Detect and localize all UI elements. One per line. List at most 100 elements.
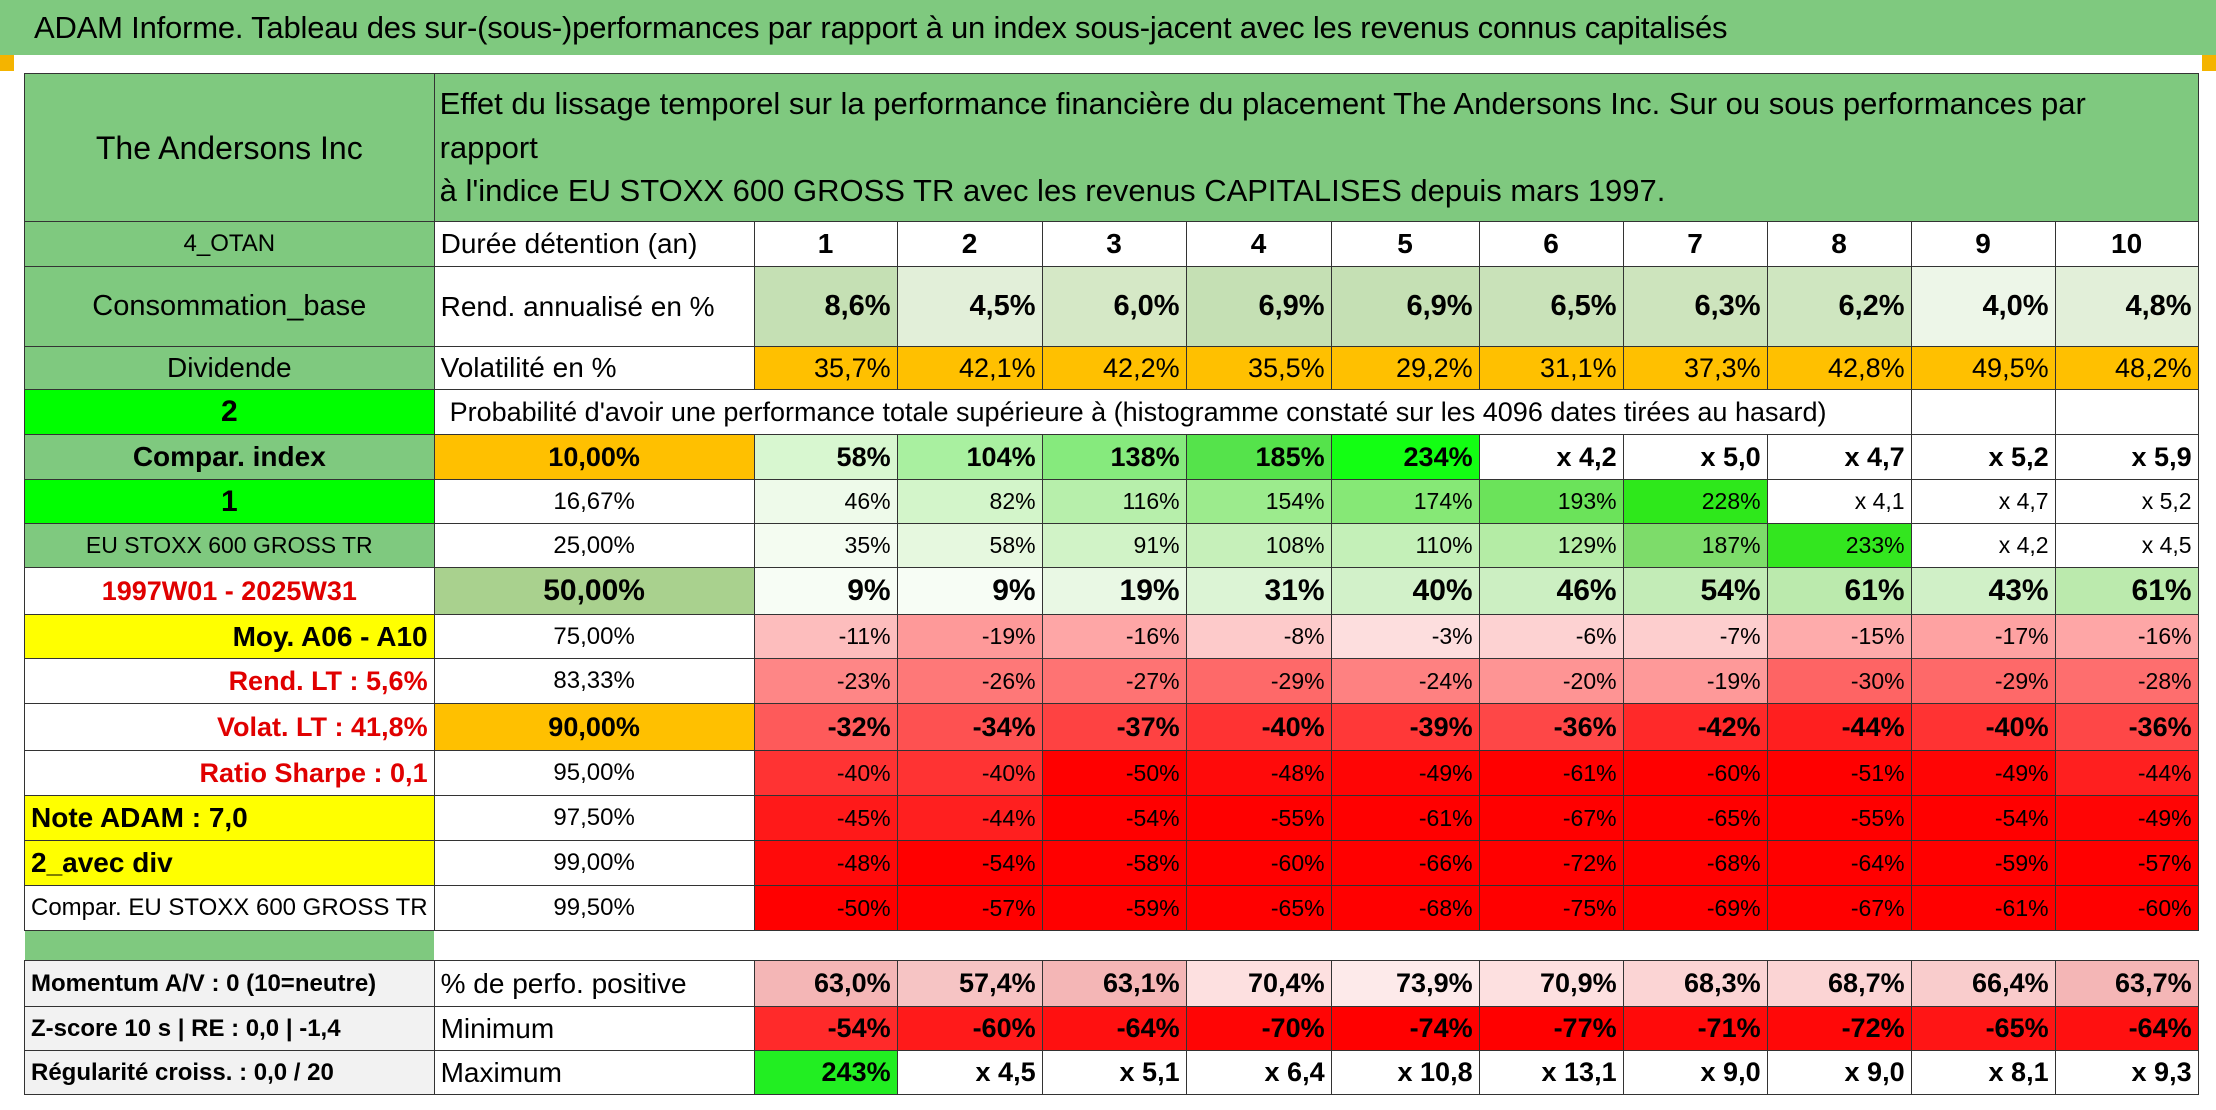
note-adam-cell: Note ADAM : 7,0 (24, 795, 435, 841)
probability-value: -28% (2054, 658, 2199, 704)
sharpe-cell: Ratio Sharpe : 0,1 (24, 750, 435, 796)
positive-value: 68,7% (1766, 960, 1912, 1007)
probability-value: -29% (1910, 658, 2056, 704)
volat-value: 35,7% (753, 346, 898, 390)
probability-value: x 4,7 (1766, 434, 1912, 480)
rend-value: 4,0% (1910, 266, 2056, 347)
probability-row: 1 16,67% 46% 82% 116% 154% 174% 193% 228% x 4,1 x … (24, 479, 2199, 524)
rend-value: 6,9% (1330, 266, 1480, 347)
performance-table: The Andersons Inc Effet du lissage tempo… (24, 73, 2199, 1095)
company-name: The Andersons Inc (24, 73, 435, 222)
rend-value: 6,3% (1622, 266, 1768, 347)
probability-threshold: 99,00% (433, 840, 755, 886)
positive-value: 66,4% (1910, 960, 2056, 1007)
probability-value: 174% (1330, 479, 1480, 524)
probability-value: -68% (1330, 885, 1480, 931)
minimum-value: -64% (1041, 1006, 1187, 1051)
rend-value: 6,9% (1185, 266, 1332, 347)
positive-value: 63,0% (753, 960, 898, 1007)
probability-value: -36% (1478, 703, 1624, 751)
probability-value: -3% (1330, 614, 1480, 659)
probability-value: 61% (1766, 567, 1912, 615)
probability-value: -40% (1185, 703, 1332, 751)
probability-value: x 4,5 (2054, 523, 2199, 568)
zscore-cell: Z-score 10 s | RE : 0,0 | -1,4 (24, 1006, 435, 1051)
probability-value: -32% (753, 703, 898, 751)
probability-value: -27% (1041, 658, 1187, 704)
avec-div-cell: 2_avec div (24, 840, 435, 886)
probability-value: -58% (1041, 840, 1187, 886)
probability-value: 46% (753, 479, 898, 524)
volat-value: 42,8% (1766, 346, 1912, 390)
year-header: 9 (1910, 221, 2056, 267)
rend-value: 4,8% (2054, 266, 2199, 347)
summary-row-minimum: Z-score 10 s | RE : 0,0 | -1,4 Minimum -54… (24, 1006, 2199, 1051)
positive-label: % de perfo. positive (433, 960, 755, 1007)
probability-value: 185% (1185, 434, 1332, 480)
probability-value: 35% (753, 523, 898, 568)
minimum-value: -74% (1330, 1006, 1480, 1051)
probability-threshold: 99,50% (433, 885, 755, 931)
probability-value: -55% (1185, 795, 1332, 841)
probability-value: -40% (896, 750, 1043, 796)
probability-row: EU STOXX 600 GROSS TR 25,00% 35% 58% 91% 108%… (24, 523, 2199, 568)
probability-value: -20% (1478, 658, 1624, 704)
probability-value: -45% (753, 795, 898, 841)
probability-value: 82% (896, 479, 1043, 524)
probability-row: Compar. index 10,00% 58% 104% 138% 185% 234% x … (24, 434, 2199, 480)
probability-row: 2_avec div 99,00% -48% -54% -58% -60% -66% -72%… (24, 840, 2199, 886)
summary-row-positive: Momentum A/V : 0 (10=neutre)% de perfo. … (24, 960, 2199, 1007)
maximum-value: x 8,1 (1910, 1050, 2056, 1095)
probability-value: -40% (753, 750, 898, 796)
probability-row: Moy. A06 - A10 75,00% -11% -19% -16% -8% -3% -6… (24, 614, 2199, 659)
probability-value: 154% (1185, 479, 1332, 524)
probability-value: -44% (2054, 750, 2199, 796)
probability-title: Probabilité d'avoir une performance tota… (433, 389, 1912, 435)
probability-value: 129% (1478, 523, 1624, 568)
year-header: 7 (1622, 221, 1768, 267)
positive-value: 63,1% (1041, 960, 1187, 1007)
probability-threshold: 75,00% (433, 614, 755, 659)
probability-value: -57% (896, 885, 1043, 931)
probability-row: Compar. EU STOXX 600 GROSS TR 99,50% -50% -… (24, 885, 2199, 931)
probability-value: 58% (896, 523, 1043, 568)
maximum-value: x 9,3 (2054, 1050, 2199, 1095)
probability-value: -48% (1185, 750, 1332, 796)
probability-value: -6% (1478, 614, 1624, 659)
probability-value: -49% (1910, 750, 2056, 796)
corner-marker-left (0, 55, 14, 71)
rend-value: 6,5% (1478, 266, 1624, 347)
index-selector-input[interactable]: 1 (24, 479, 435, 524)
probability-value: x 4,1 (1766, 479, 1912, 524)
maximum-value: x 10,8 (1330, 1050, 1480, 1095)
probability-value: x 4,7 (1910, 479, 2056, 524)
probability-value: -51% (1766, 750, 1912, 796)
probability-value: x 5,2 (2054, 479, 2199, 524)
probability-value: -39% (1330, 703, 1480, 751)
compar-index-cell: Compar. index (24, 434, 435, 480)
positive-value: 57,4% (896, 960, 1043, 1007)
report-title: ADAM Informe. Tableau des sur-(sous-)per… (0, 0, 2216, 55)
probability-value: -19% (896, 614, 1043, 659)
volat-label: Volatilité en % (433, 346, 755, 390)
empty-cell (1910, 389, 2056, 435)
minimum-label: Minimum (433, 1006, 755, 1051)
minimum-value: -65% (1910, 1006, 2056, 1051)
probability-value: -40% (1910, 703, 2056, 751)
maximum-value: x 5,1 (1041, 1050, 1187, 1095)
minimum-value: -72% (1766, 1006, 1912, 1051)
duration-label: Durée détention (an) (433, 221, 755, 267)
probability-value: -36% (2054, 703, 2199, 751)
rend-value: 8,6% (753, 266, 898, 347)
probability-threshold: 10,00% (433, 434, 755, 480)
rend-value: 4,5% (896, 266, 1043, 347)
probability-value: -49% (1330, 750, 1480, 796)
probability-value: -48% (753, 840, 898, 886)
probability-value: -60% (1185, 840, 1332, 886)
year-header: 1 (753, 221, 898, 267)
year-header: 10 (2054, 221, 2199, 267)
probability-value: 116% (1041, 479, 1187, 524)
probability-value: -54% (1910, 795, 2056, 841)
probability-value: -17% (1910, 614, 2056, 659)
selector-input[interactable]: 2 (24, 389, 435, 435)
